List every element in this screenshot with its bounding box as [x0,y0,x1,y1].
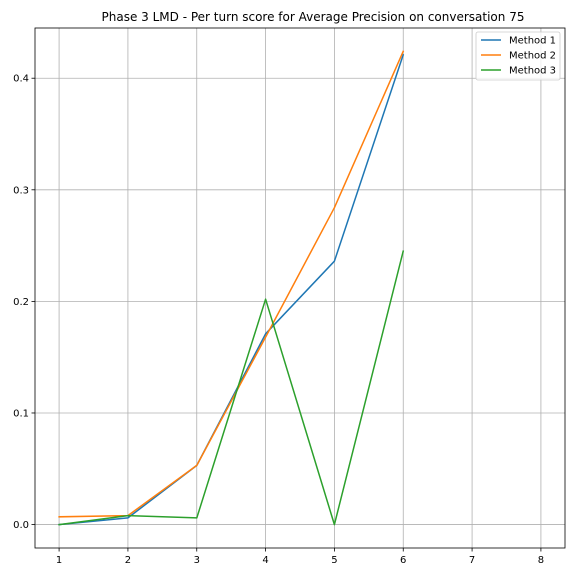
legend-label: Method 2 [509,51,556,62]
x-tick-label: 7 [469,555,475,566]
series-line-method-2 [58,50,405,518]
x-tick-label: 8 [538,555,544,566]
series-line-method-1 [58,53,405,526]
x-tick-label: 1 [56,555,62,566]
legend-label: Method 3 [509,66,556,77]
series-line-method-3 [58,250,405,526]
plot-frame [34,27,566,549]
x-tick-label: 4 [262,555,268,566]
y-tick-label: 0.4 [13,74,29,85]
y-tick-label: 0.0 [13,520,29,531]
x-tick-label: 6 [400,555,406,566]
legend-label: Method 1 [509,36,556,47]
y-tick-label: 0.3 [13,185,29,196]
x-tick-label: 5 [331,555,337,566]
x-tick-label: 3 [194,555,200,566]
legend: Method 1 Method 2 Method 3 [475,31,561,81]
legend-box [475,31,561,81]
y-tick-label: 0.2 [13,297,29,308]
chart-title: Phase 3 LMD - Per turn score for Average… [102,10,525,24]
y-tick-label: 0.1 [13,408,29,419]
axis-ticks: 1 2 3 4 5 6 7 8 0.0 0.1 0.2 0.3 0.4 [13,74,544,566]
x-tick-label: 2 [125,555,131,566]
series-lines [58,50,405,526]
